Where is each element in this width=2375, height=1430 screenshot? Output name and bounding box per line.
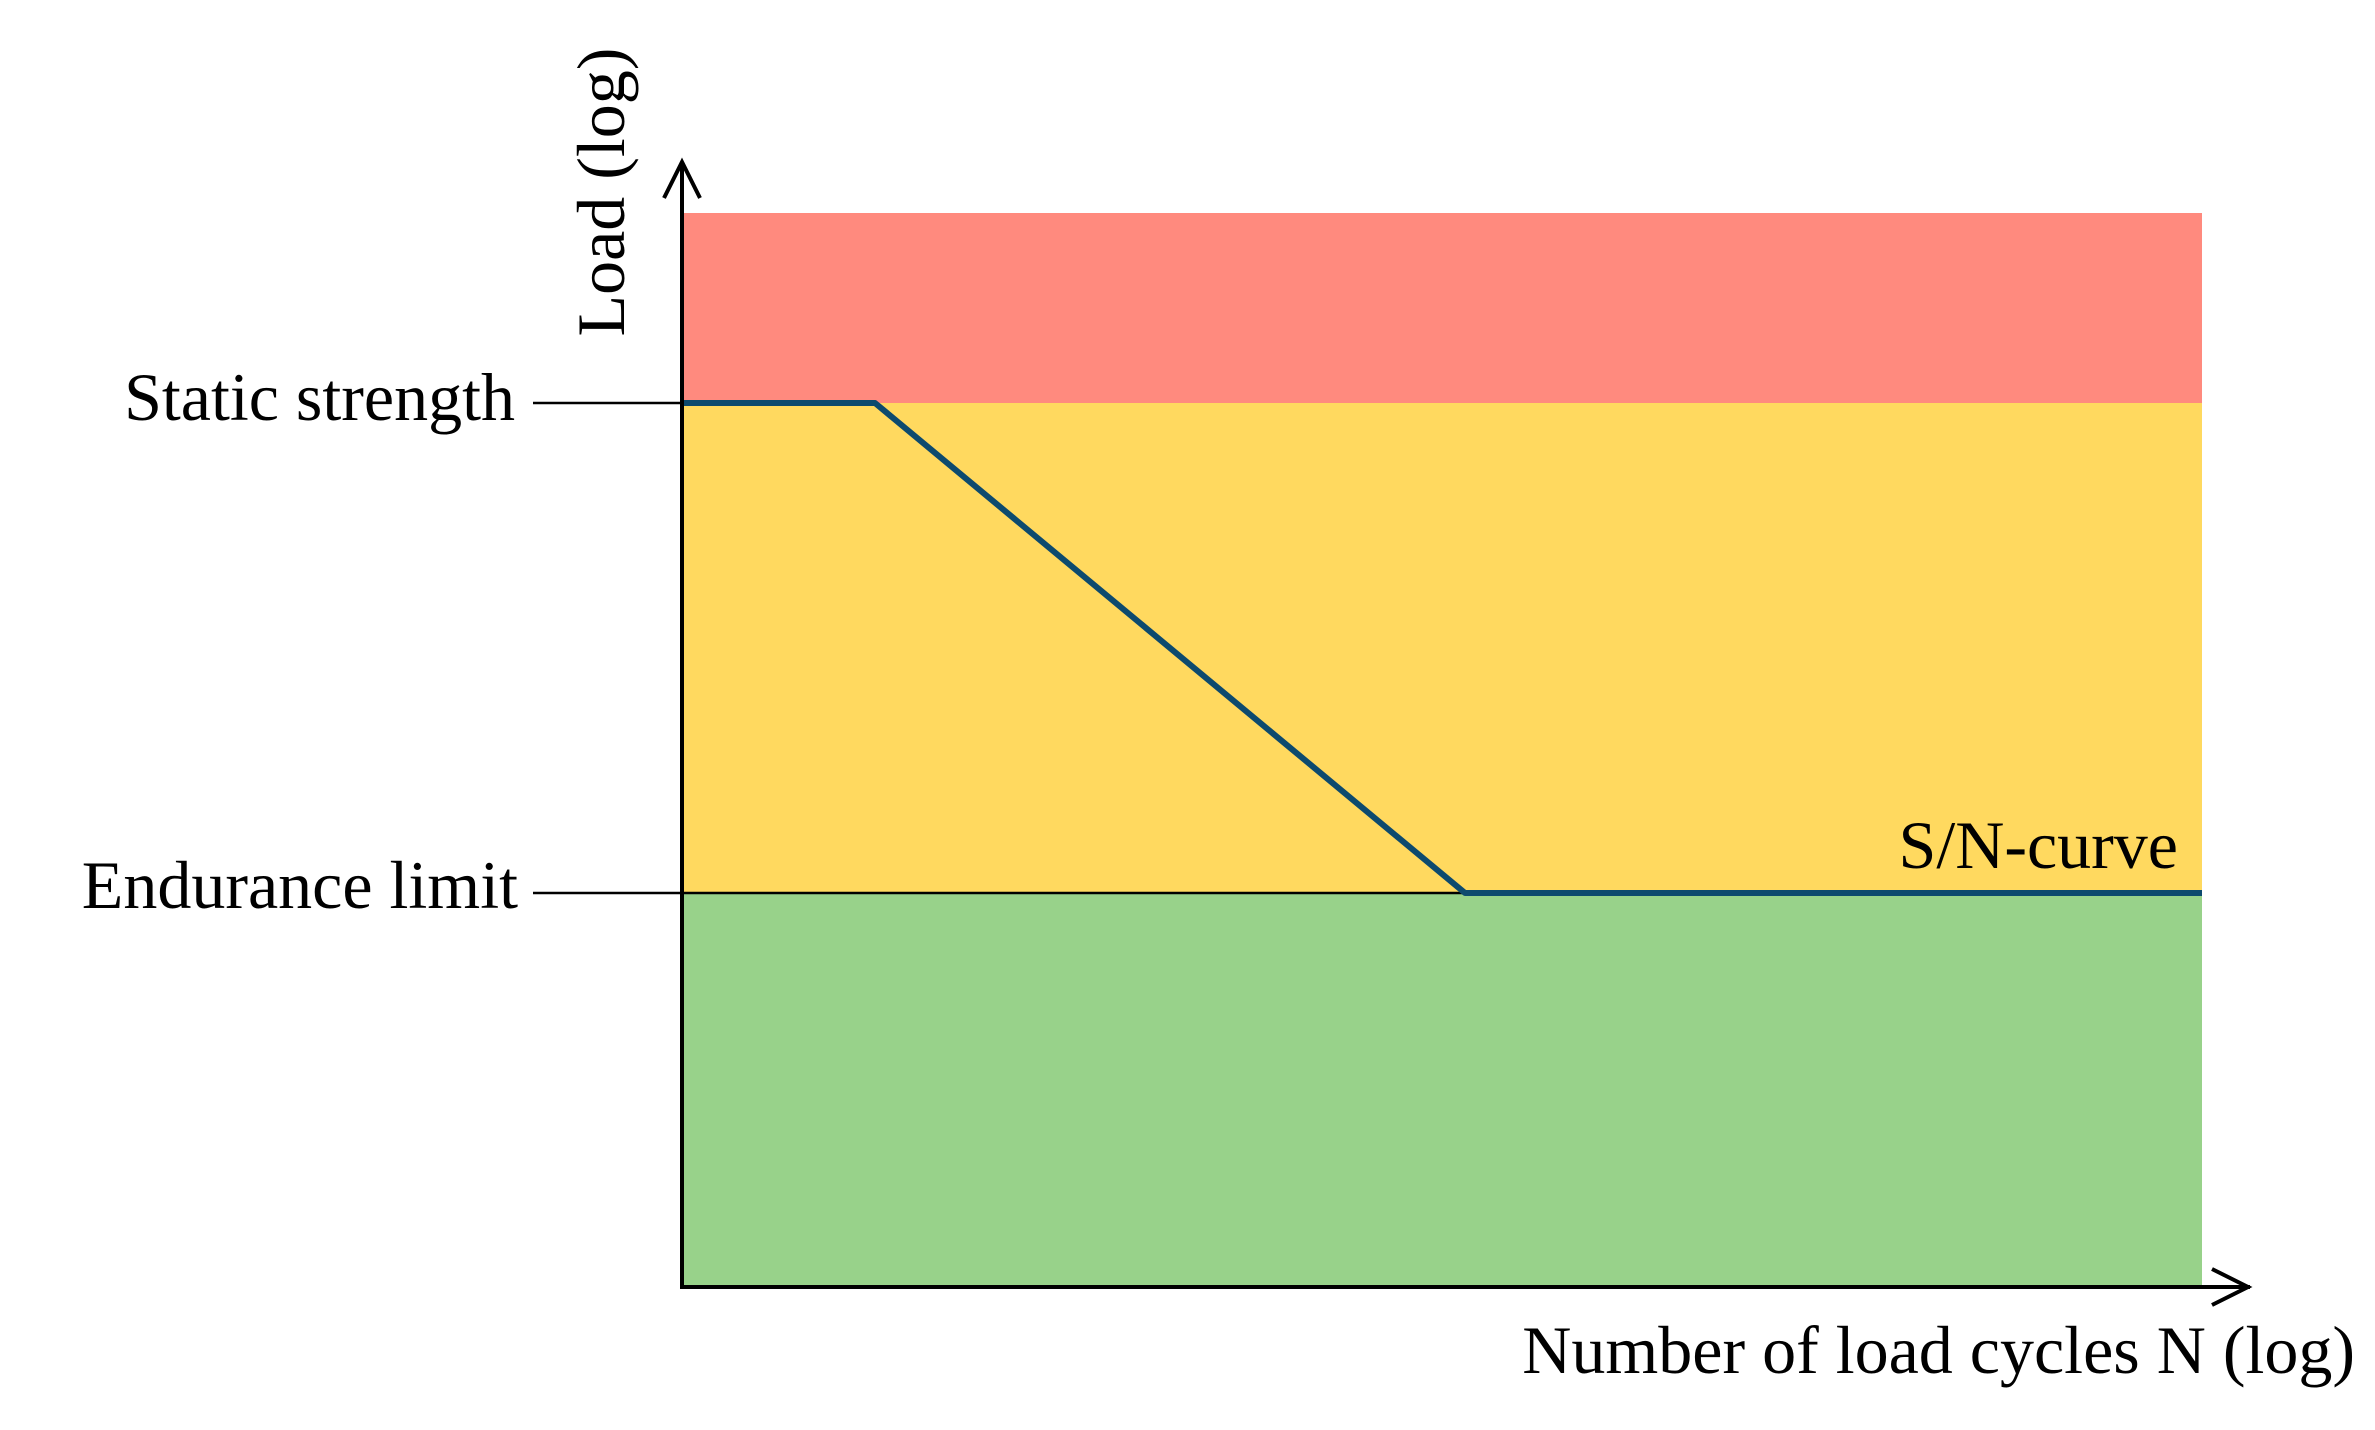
sn-curve-line [682,400,2202,896]
endurance-limit-label: Endurance limit [82,847,518,923]
sn-curve-label: S/N-curve [1899,807,2178,883]
region-infinite-life [682,893,2202,1285]
y-axis-label: Load (log) [563,48,639,337]
static-strength-label: Static strength [124,359,515,435]
region-above-static-strength [682,213,2202,403]
x-axis-arrowhead [2211,1267,2253,1307]
x-axis-label: Number of load cycles N (log) [1522,1312,2355,1388]
y-axis-arrowhead [662,157,702,199]
region-finite-life [682,403,2202,893]
